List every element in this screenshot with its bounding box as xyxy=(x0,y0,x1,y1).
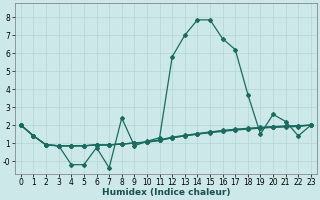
X-axis label: Humidex (Indice chaleur): Humidex (Indice chaleur) xyxy=(102,188,230,197)
